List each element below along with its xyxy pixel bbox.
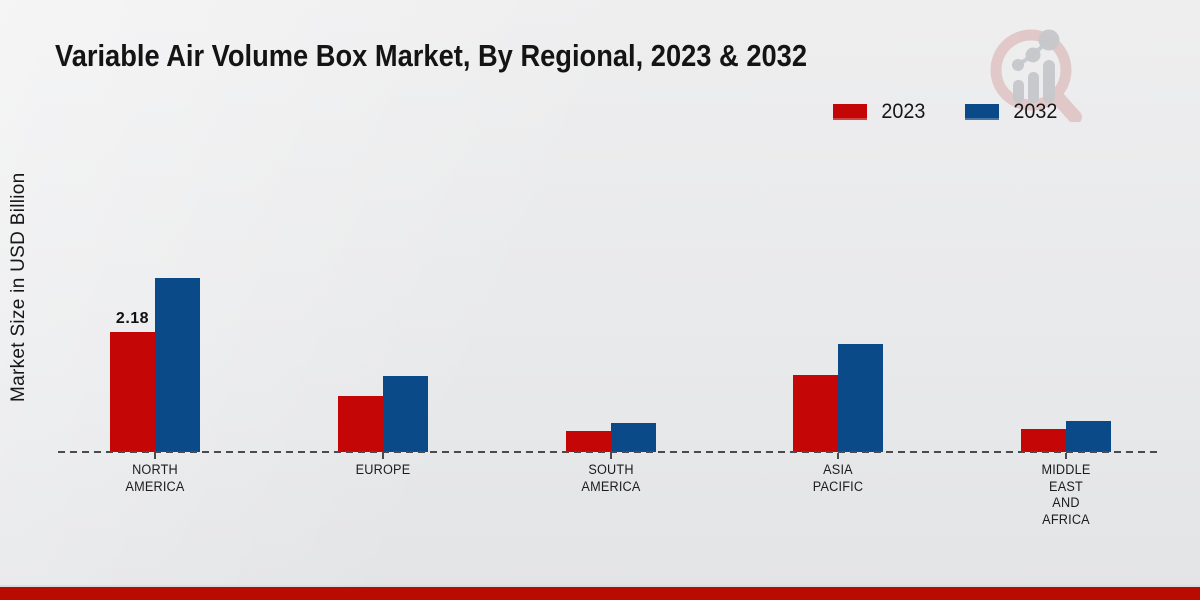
legend-label: 2032 (1013, 100, 1058, 123)
x-axis-tick (382, 453, 384, 459)
data-label: 2.18 (115, 310, 150, 328)
x-axis-label-europe: EUROPE (355, 462, 411, 477)
x-axis-label-asia-pacific: ASIA PACIFIC (812, 462, 864, 494)
x-axis-label-south-america: SOUTH AMERICA (580, 462, 641, 494)
legend: 2023 2032 (833, 100, 1058, 124)
chart-title: Variable Air Volume Box Market, By Regio… (55, 38, 808, 73)
y-axis-label: Market Size in USD Billion (8, 172, 29, 402)
legend-swatch-icon (833, 104, 867, 120)
bar-2023-north-america (110, 332, 155, 452)
x-axis-tick (609, 453, 612, 459)
legend-swatch-icon (964, 104, 999, 120)
x-axis-tick (154, 453, 156, 459)
x-axis-label-north-america: NORTH AMERICA (125, 462, 185, 494)
legend-item-2032: 2032 (964, 100, 1059, 124)
legend-item-2023: 2023 (833, 100, 927, 124)
bar-2023-europe (338, 395, 383, 452)
bar-2032-middle-east-and-africa (1065, 421, 1111, 452)
footer-accent-bar (0, 585, 1200, 600)
bar-2032-north-america (155, 278, 200, 452)
bar-2032-europe (383, 375, 428, 452)
x-axis-label-middle-east-and-africa: MIDDLE EAST AND AFRICA (1040, 462, 1091, 527)
magnifier-growth-chart-logo-icon (990, 29, 1082, 122)
legend-label: 2023 (881, 100, 926, 123)
bar-2023-south-america (565, 431, 611, 452)
x-axis-tick (837, 453, 839, 459)
x-axis-baseline (58, 451, 1160, 453)
bar-2023-middle-east-and-africa (1020, 429, 1066, 452)
bar-2032-asia-pacific (838, 344, 883, 452)
bar-2023-asia-pacific (793, 375, 838, 452)
bar-2032-south-america (610, 422, 656, 452)
x-axis-tick (1064, 453, 1067, 459)
